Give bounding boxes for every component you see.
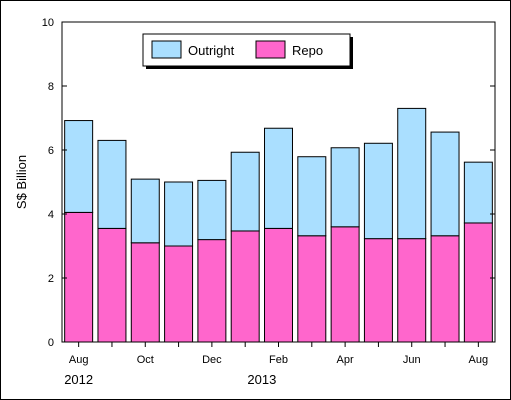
bar-outright-3 xyxy=(164,181,194,247)
bar-repo-3 xyxy=(164,245,194,343)
bar-repo-11 xyxy=(430,235,460,343)
bar-outright-11 xyxy=(430,131,460,237)
bar-outright-7 xyxy=(297,156,327,237)
y-tick-label-6: 6 xyxy=(48,145,54,157)
y-tick-label-4: 4 xyxy=(48,209,54,221)
bars-layer xyxy=(64,107,493,343)
bar-repo-1 xyxy=(97,227,127,343)
bar-outright-10 xyxy=(397,107,427,240)
y-tick-label-0: 0 xyxy=(48,337,54,349)
bar-repo-6 xyxy=(264,227,293,343)
axes-layer: 0 2 4 6 8 10 Aug Oct Dec Feb Apr Jun Aug 2012 2013 S$ B… xyxy=(14,17,496,387)
year-label-2012: 2012 xyxy=(64,372,93,387)
bar-outright-4 xyxy=(197,179,227,241)
bar-outright-12 xyxy=(463,161,493,224)
legend-swatch-repo xyxy=(255,40,286,59)
x-tick-label-8: Apr xyxy=(337,354,354,366)
y-tick-label-2: 2 xyxy=(48,273,54,285)
y-tick-label-8: 8 xyxy=(48,81,54,93)
legend-swatch-outright xyxy=(151,40,182,59)
x-tick-label-6: Feb xyxy=(269,354,288,366)
bar-outright-5 xyxy=(230,151,260,232)
bar-repo-5 xyxy=(230,230,260,343)
x-tick-label-4: Dec xyxy=(202,354,222,366)
legend: Outright Repo xyxy=(142,33,353,69)
bar-repo-2 xyxy=(130,242,160,343)
year-label-2013: 2013 xyxy=(247,372,276,387)
bar-outright-6 xyxy=(264,127,293,229)
bar-outright-1 xyxy=(97,139,127,229)
bar-repo-12 xyxy=(463,222,493,343)
bar-repo-8 xyxy=(330,226,360,343)
bar-outright-8 xyxy=(330,147,360,228)
bar-repo-4 xyxy=(197,239,227,343)
bar-outright-9 xyxy=(363,142,393,240)
legend-label-repo: Repo xyxy=(292,43,323,58)
legend-label-outright: Outright xyxy=(188,43,235,58)
y-tick-label-10: 10 xyxy=(42,17,54,29)
bar-repo-9 xyxy=(363,238,393,343)
bar-repo-10 xyxy=(397,238,427,343)
bar-outright-0 xyxy=(64,120,94,213)
bar-repo-0 xyxy=(64,211,94,343)
x-tick-label-12: Aug xyxy=(469,354,489,366)
bar-repo-7 xyxy=(297,235,327,343)
bar-outright-2 xyxy=(130,178,160,244)
y-axis-title: S$ Billion xyxy=(14,155,29,209)
x-tick-label-0: Aug xyxy=(69,354,89,366)
x-tick-label-2: Oct xyxy=(137,354,154,366)
x-tick-label-10: Jun xyxy=(403,354,421,366)
